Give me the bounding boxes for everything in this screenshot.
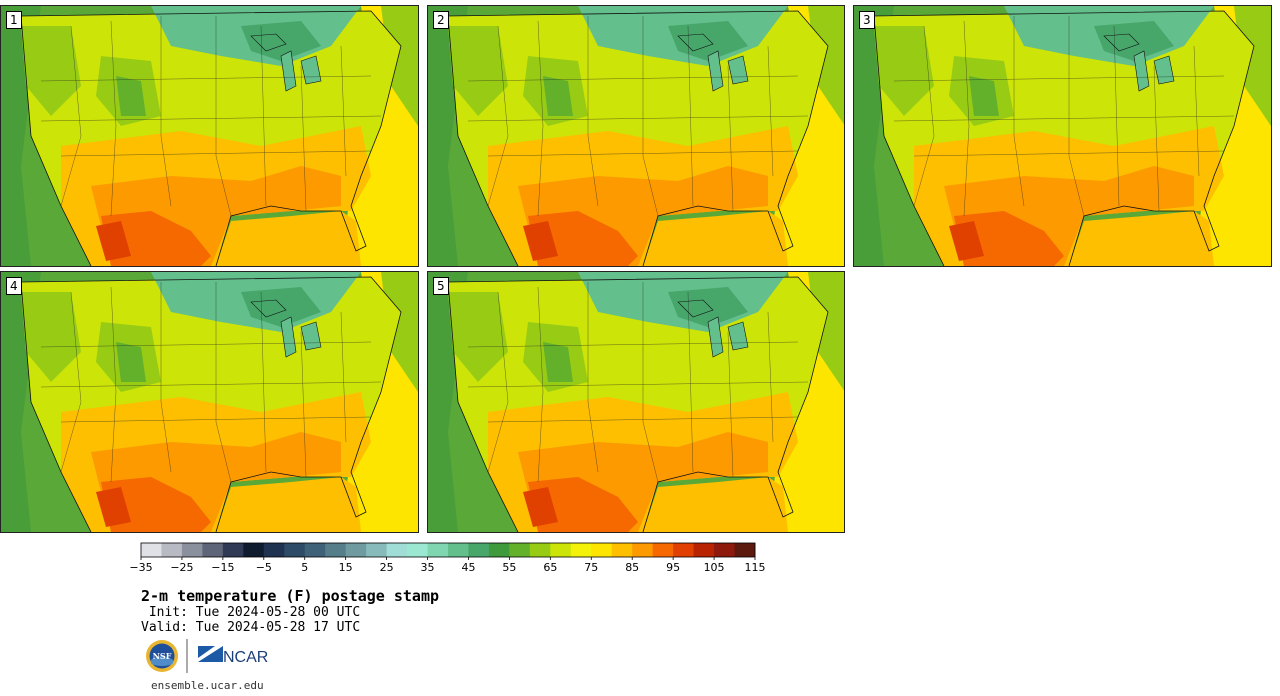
colorbar-swatch xyxy=(652,543,674,557)
colorbar-swatch xyxy=(734,543,756,557)
colorbar-swatch xyxy=(591,543,613,557)
temperature-map xyxy=(854,6,1271,266)
colorbar-swatch xyxy=(141,543,162,557)
temperature-map xyxy=(428,272,844,532)
colorbar-swatch xyxy=(468,543,490,557)
colorbar-tick-label: 5 xyxy=(301,561,308,574)
colorbar: −35 −25 −15 −5 5 15 25 35 45 55 65 75 85 95 105 115 xyxy=(129,542,766,574)
colorbar-swatch xyxy=(448,543,469,557)
colorbar-swatch xyxy=(407,543,428,557)
colorbar-swatch xyxy=(427,543,449,557)
colorbar-swatch xyxy=(386,543,408,557)
colorbar-tick-label: −35 xyxy=(129,561,152,574)
colorbar-tick-label: 115 xyxy=(745,561,766,574)
logo-row: NSF NCAR xyxy=(145,638,275,674)
colorbar-swatch xyxy=(161,543,183,557)
temperature-map xyxy=(1,272,418,532)
colorbar-swatch xyxy=(284,543,306,557)
map-stamp-1: 1 xyxy=(0,5,419,267)
svg-text:NCAR: NCAR xyxy=(223,649,268,666)
stamp-number: 5 xyxy=(433,277,449,295)
colorbar-swatch xyxy=(570,543,592,557)
colorbar-swatch xyxy=(366,543,387,557)
colorbar-tick-label: −5 xyxy=(256,561,272,574)
valid-time: Valid: Tue 2024-05-28 17 UTC xyxy=(141,620,361,635)
map-stamp-5: 5 xyxy=(427,271,845,533)
colorbar-tick-label: 15 xyxy=(339,561,353,574)
colorbar-swatch xyxy=(673,543,694,557)
ncar-logo: NCAR xyxy=(198,646,268,666)
site-url: ensemble.ucar.edu xyxy=(151,679,264,692)
colorbar-tick-label: 55 xyxy=(502,561,516,574)
colorbar-swatch xyxy=(529,543,551,557)
colorbar-swatch xyxy=(345,543,367,557)
map-stamp-3: 3 xyxy=(853,5,1272,267)
colorbar-swatch xyxy=(181,543,203,557)
stamp-number: 3 xyxy=(859,11,875,29)
temperature-map xyxy=(1,6,418,266)
init-time: Init: Tue 2024-05-28 00 UTC xyxy=(141,605,361,620)
colorbar-swatch xyxy=(488,543,510,557)
colorbar-swatch xyxy=(304,543,326,557)
colorbar-swatch xyxy=(202,543,224,557)
colorbar-swatch xyxy=(509,543,531,557)
colorbar-tick-label: 95 xyxy=(666,561,680,574)
map-stamp-2: 2 xyxy=(427,5,845,267)
colorbar-swatch xyxy=(243,543,265,557)
map-stamp-4: 4 xyxy=(0,271,419,533)
colorbar-tick-label: 105 xyxy=(704,561,725,574)
stamp-number: 2 xyxy=(433,11,449,29)
colorbar-swatch xyxy=(550,543,572,557)
temperature-map xyxy=(428,6,844,266)
colorbar-swatch xyxy=(693,543,715,557)
colorbar-swatch xyxy=(222,543,244,557)
svg-text:NSF: NSF xyxy=(153,651,172,661)
colorbar-tick-label: 25 xyxy=(380,561,394,574)
nsf-logo: NSF xyxy=(146,640,178,672)
colorbar-swatch xyxy=(611,543,633,557)
colorbar-swatch xyxy=(632,543,654,557)
plot-title: 2-m temperature (F) postage stamp xyxy=(141,587,440,605)
colorbar-tick-label: 65 xyxy=(543,561,557,574)
colorbar-tick-label: 85 xyxy=(625,561,639,574)
colorbar-swatch xyxy=(263,543,285,557)
colorbar-tick-label: 75 xyxy=(584,561,598,574)
colorbar-swatch xyxy=(325,543,347,557)
colorbar-tick-label: 45 xyxy=(461,561,475,574)
colorbar-tick-label: −15 xyxy=(211,561,234,574)
stamp-number: 1 xyxy=(6,11,22,29)
colorbar-tick-label: 35 xyxy=(421,561,435,574)
colorbar-swatch xyxy=(714,543,735,557)
colorbar-tick-label: −25 xyxy=(170,561,193,574)
stamp-number: 4 xyxy=(6,277,22,295)
